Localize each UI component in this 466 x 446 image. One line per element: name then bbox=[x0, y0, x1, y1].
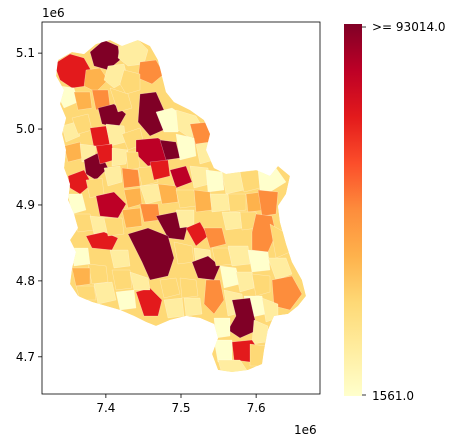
colorbar-max-label: >= 93014.0 bbox=[372, 20, 446, 34]
region bbox=[71, 267, 91, 287]
y-tick-label: 5.1 bbox=[16, 46, 35, 60]
region bbox=[179, 277, 199, 299]
y-tick-label: 4.7 bbox=[16, 350, 35, 364]
region bbox=[121, 207, 143, 229]
y-axis: 4.7 4.8 4.9 5.0 5.1 bbox=[16, 46, 42, 364]
region bbox=[159, 277, 181, 299]
region bbox=[111, 147, 129, 167]
region bbox=[75, 285, 97, 301]
x-tick-label: 7.4 bbox=[96, 401, 115, 415]
region bbox=[169, 165, 193, 189]
region bbox=[127, 227, 175, 281]
region bbox=[109, 87, 133, 113]
region bbox=[267, 257, 293, 281]
region bbox=[103, 217, 125, 237]
region bbox=[217, 359, 249, 372]
region bbox=[203, 279, 225, 315]
region bbox=[175, 133, 197, 161]
region bbox=[87, 263, 109, 285]
colorbar-gradient bbox=[344, 24, 362, 396]
region bbox=[83, 67, 109, 93]
region bbox=[103, 165, 123, 187]
region bbox=[125, 151, 141, 171]
region bbox=[251, 273, 271, 297]
region bbox=[85, 231, 119, 251]
region bbox=[115, 289, 137, 311]
region bbox=[89, 40, 121, 71]
region bbox=[71, 247, 91, 267]
region bbox=[149, 159, 171, 181]
region bbox=[227, 297, 259, 339]
region bbox=[227, 193, 247, 213]
region bbox=[85, 177, 105, 199]
region bbox=[111, 269, 133, 291]
region bbox=[191, 255, 221, 281]
x-tick-label: 7.5 bbox=[171, 401, 190, 415]
region bbox=[95, 191, 127, 219]
region bbox=[119, 69, 141, 95]
y-offset-label: 1e6 bbox=[42, 6, 65, 20]
region bbox=[257, 189, 279, 217]
region bbox=[193, 189, 213, 213]
region bbox=[73, 91, 93, 111]
y-tick-label: 4.9 bbox=[16, 198, 35, 212]
region bbox=[203, 227, 227, 249]
region bbox=[213, 317, 231, 339]
region bbox=[93, 281, 117, 305]
colorbar: >= 93014.0 1561.0 bbox=[344, 20, 446, 403]
region bbox=[109, 249, 131, 269]
region bbox=[129, 271, 151, 291]
region bbox=[249, 343, 267, 367]
region bbox=[271, 275, 303, 311]
x-tick-label: 7.6 bbox=[247, 401, 266, 415]
region bbox=[157, 183, 179, 205]
x-offset-label: 1e6 bbox=[294, 423, 317, 437]
y-tick-label: 4.8 bbox=[16, 274, 35, 288]
region bbox=[227, 245, 251, 267]
colorbar-min-label: 1561.0 bbox=[372, 389, 414, 403]
region bbox=[121, 167, 141, 189]
map-regions bbox=[56, 40, 306, 372]
region bbox=[163, 297, 185, 319]
region bbox=[247, 249, 271, 273]
region bbox=[205, 169, 225, 193]
region bbox=[235, 271, 255, 293]
region bbox=[183, 297, 203, 317]
x-axis: 7.4 7.5 7.6 bbox=[96, 394, 266, 415]
y-tick-label: 5.0 bbox=[16, 122, 35, 136]
region bbox=[209, 193, 231, 213]
